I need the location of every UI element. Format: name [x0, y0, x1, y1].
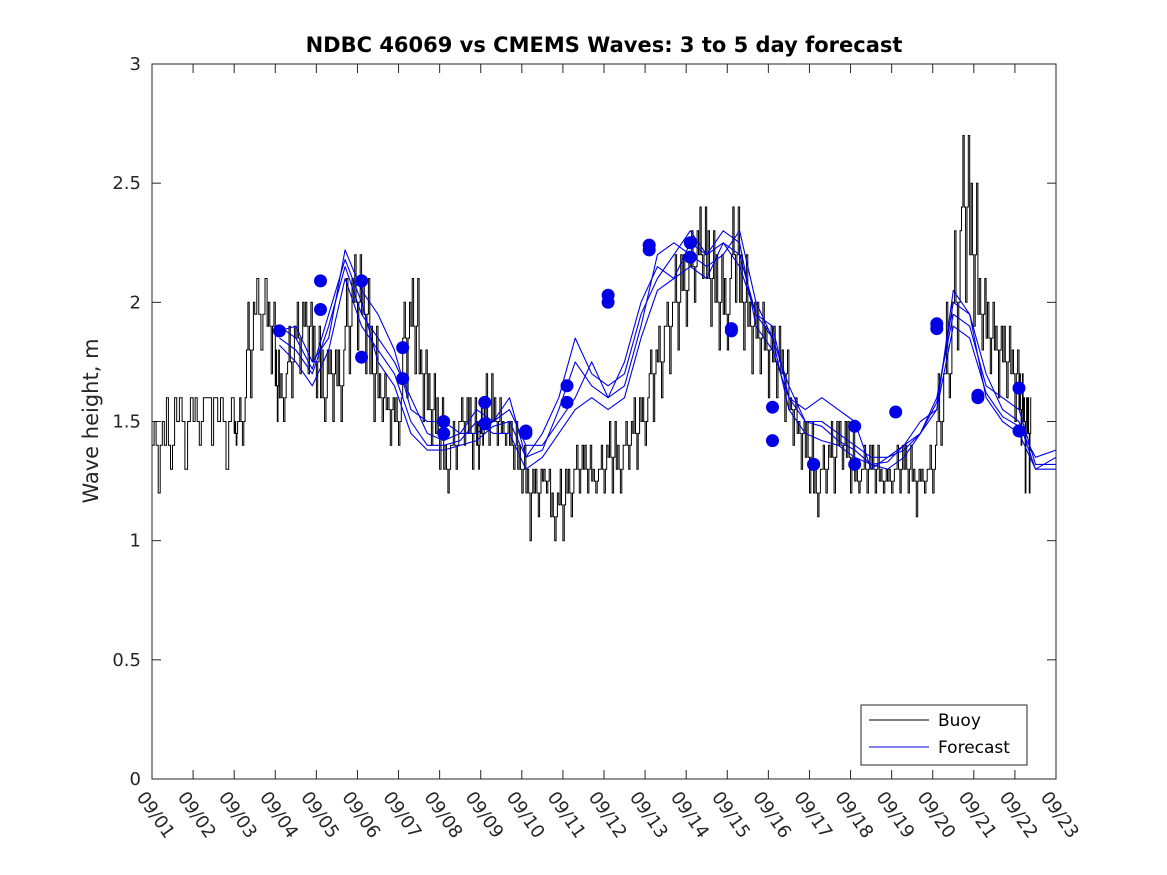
y-tick-label: 0.5 — [112, 650, 141, 671]
forecast-markers — [272, 236, 1026, 471]
forecast-marker — [683, 250, 697, 264]
forecast-marker — [396, 341, 410, 355]
y-axis-label: Wave height, m — [79, 338, 103, 503]
forecast-marker — [889, 405, 903, 419]
forecast-marker — [396, 372, 410, 386]
forecast-marker — [560, 379, 574, 393]
forecast-marker — [478, 417, 492, 431]
forecast-marker — [1012, 381, 1026, 395]
y-axis: 0 0.5 1 1.5 2 2.5 3 — [112, 54, 1056, 790]
forecast-series — [279, 230, 1057, 470]
forecast-marker — [314, 303, 327, 316]
forecast-marker — [683, 236, 697, 250]
forecast-line-3 — [279, 242, 1056, 470]
forecast-marker — [766, 434, 779, 448]
forecast-marker — [848, 457, 862, 471]
forecast-marker — [437, 415, 451, 428]
forecast-marker — [848, 419, 862, 433]
forecast-marker — [519, 424, 533, 438]
plot-area: 00.511.522.53 09/0109/0209/0309/0409/050… — [112, 54, 1083, 842]
forecast-marker — [930, 322, 944, 336]
forecast-marker — [1012, 424, 1026, 438]
forecast-marker — [642, 243, 656, 257]
y-tick-label: 2.5 — [112, 173, 141, 194]
forecast-line-4 — [279, 230, 1057, 465]
legend-box — [860, 704, 1028, 766]
legend-label-buoy: Buoy — [938, 711, 981, 731]
forecast-marker — [560, 395, 574, 409]
y-tick-label: 1.5 — [112, 412, 141, 433]
y-tick-label: 2 — [130, 292, 141, 313]
y-tick-label: 3 — [130, 54, 141, 75]
forecast-marker — [314, 274, 327, 288]
y-tick-label: 1 — [130, 531, 141, 552]
y-tick-label: 0 — [130, 769, 141, 790]
forecast-marker — [766, 400, 779, 414]
forecast-marker — [355, 350, 369, 364]
legend-label-forecast: Forecast — [938, 738, 1010, 758]
forecast-marker — [478, 395, 492, 409]
forecast-line-1 — [279, 230, 1057, 470]
forecast-marker — [437, 426, 451, 440]
axes-box — [151, 63, 1057, 780]
forecast-marker — [272, 324, 286, 338]
forecast-marker — [724, 324, 738, 338]
forecast-marker — [807, 457, 821, 471]
chart-title: NDBC 46069 vs CMEMS Waves: 3 to 5 day fo… — [306, 33, 903, 57]
legend: Buoy Forecast — [860, 704, 1028, 766]
forecast-marker — [355, 274, 369, 288]
forecast-marker — [971, 391, 985, 405]
forecast-marker — [601, 295, 615, 309]
